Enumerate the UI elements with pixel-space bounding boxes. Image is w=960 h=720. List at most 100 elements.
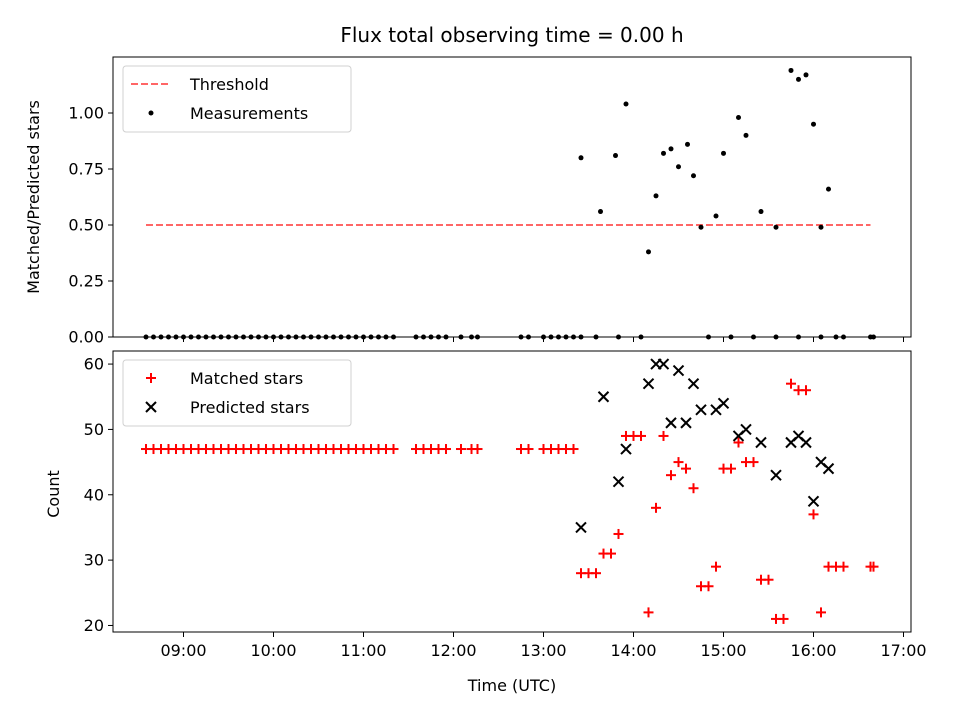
matched-star-point	[816, 607, 826, 618]
measurement-point	[826, 186, 831, 192]
measurement-point	[803, 72, 809, 78]
predicted-star-point	[620, 443, 632, 455]
top-legend-label: Measurements	[190, 104, 308, 123]
matched-star-point	[786, 378, 796, 389]
bottom-x-tick-label: 12:00	[430, 641, 476, 660]
bottom-x-tick-label: 14:00	[610, 641, 656, 660]
bottom-x-tick-label: 15:00	[700, 641, 746, 660]
predicted-star-point	[642, 377, 655, 390]
bottom-y-tick-label: 20	[84, 616, 104, 635]
predicted-star-point	[740, 423, 752, 436]
measurement-point	[685, 141, 690, 147]
predicted-star-point	[672, 364, 685, 377]
matched-star-point	[472, 444, 483, 455]
top-y-axis-label: Matched/Predicted stars	[24, 100, 43, 294]
matched-star-point	[568, 444, 579, 455]
predicted-star-mark-b	[792, 430, 805, 442]
bottom-legend-box	[122, 359, 352, 427]
bottom-x-tick-label: 16:00	[790, 641, 836, 660]
bottom-x-tick-label: 09:00	[160, 641, 206, 660]
measurement-point	[788, 67, 794, 73]
matched-star-point	[748, 457, 759, 468]
matched-star-point	[681, 463, 691, 474]
bottom-y-tick-label: 50	[84, 420, 104, 439]
matched-star-point	[778, 613, 789, 624]
predicted-star-point	[717, 397, 730, 409]
bottom-y-tick-label: 40	[84, 485, 104, 504]
legend-matched-marker	[146, 373, 156, 383]
measurement-point	[721, 150, 726, 156]
matched-star-point	[726, 463, 736, 474]
measurement-point	[676, 164, 681, 170]
bottom-panel: 09:00 10:00 11:00 12:00 13:00 14:00 15:00 16:00…	[84, 350, 927, 660]
top-chart-title: Flux total observing time = 0.00 h	[340, 23, 683, 47]
predicted-star-mark-b	[620, 443, 632, 455]
matched-star-point	[658, 430, 669, 441]
bottom-x-tick-label: 17:00	[880, 641, 926, 660]
matched-star-point	[636, 430, 646, 441]
matched-star-point	[456, 444, 466, 455]
matched-star-point	[651, 502, 661, 513]
top-legend: Threshold Measurements	[122, 65, 352, 133]
matched-star-point	[591, 568, 601, 579]
top-legend-box	[122, 65, 352, 133]
measurement-point	[743, 132, 749, 138]
bottom-y-tick-label: 60	[84, 355, 104, 374]
predicted-star-mark-b	[800, 436, 812, 449]
measurement-point	[818, 224, 824, 230]
matched-star-point	[643, 607, 654, 618]
predicted-star-point	[665, 417, 677, 429]
predicted-star-mark-b	[612, 475, 625, 488]
predicted-star-mark-b	[717, 397, 730, 409]
measurement-point	[698, 224, 704, 230]
predicted-star-mark-b	[740, 423, 752, 436]
predicted-star-mark-b	[657, 358, 670, 370]
bottom-axes-frame	[112, 350, 912, 633]
matched-star-point	[838, 561, 849, 572]
predicted-star-point	[822, 462, 835, 475]
bottom-x-axis-label: Time (UTC)	[467, 676, 556, 695]
bottom-legend: Matched stars Predicted stars	[122, 359, 352, 427]
measurement-point	[653, 193, 659, 199]
measurement-point	[773, 224, 779, 230]
predicted-star-mark-b	[680, 417, 692, 429]
bottom-x-tick-label: 11:00	[340, 641, 386, 660]
matched-star-point	[666, 470, 676, 481]
predicted-star-point	[755, 436, 767, 449]
top-panel: 0.00 0.25 0.50 0.75 1.00 Threshold Measurement…	[68, 56, 912, 347]
predicted-star-mark-b	[807, 495, 820, 508]
predicted-star-mark-b	[755, 436, 767, 449]
bottom-y-axis-label: Count	[44, 470, 63, 518]
predicted-star-mark-b	[770, 469, 782, 481]
predicted-star-point	[695, 404, 707, 416]
predicted-star-point	[575, 521, 587, 534]
predicted-star-point	[687, 377, 700, 390]
measurement-point	[713, 213, 719, 219]
predicted-star-mark-b	[575, 521, 587, 534]
matched-star-point	[388, 444, 399, 455]
matched-star-point	[763, 574, 774, 585]
measurement-point	[758, 209, 764, 215]
measurement-point	[668, 146, 674, 152]
predicted-star-mark-b	[597, 391, 610, 403]
measurement-point	[796, 76, 801, 82]
top-y-tick-label: 1.00	[68, 104, 104, 123]
matched-star-point	[523, 444, 534, 455]
bottom-legend-label: Matched stars	[190, 369, 303, 388]
measurement-point	[661, 150, 666, 156]
measurement-point	[598, 209, 603, 215]
measurement-point	[736, 114, 741, 120]
matched-star-point	[688, 483, 699, 494]
predicted-star-mark-b	[815, 456, 827, 468]
measurement-point	[811, 121, 816, 127]
top-y-tick-label: 0.50	[68, 216, 104, 235]
predicted-star-mark-b	[642, 377, 655, 390]
matched-star-point	[868, 561, 879, 572]
bottom-legend-label: Predicted stars	[190, 398, 310, 417]
predicted-star-mark-b	[822, 462, 835, 475]
measurement-point	[578, 155, 584, 161]
top-y-tick-label: 0.25	[68, 272, 104, 291]
top-y-tick-label: 0.00	[68, 328, 104, 347]
matched-star-point	[441, 444, 451, 455]
